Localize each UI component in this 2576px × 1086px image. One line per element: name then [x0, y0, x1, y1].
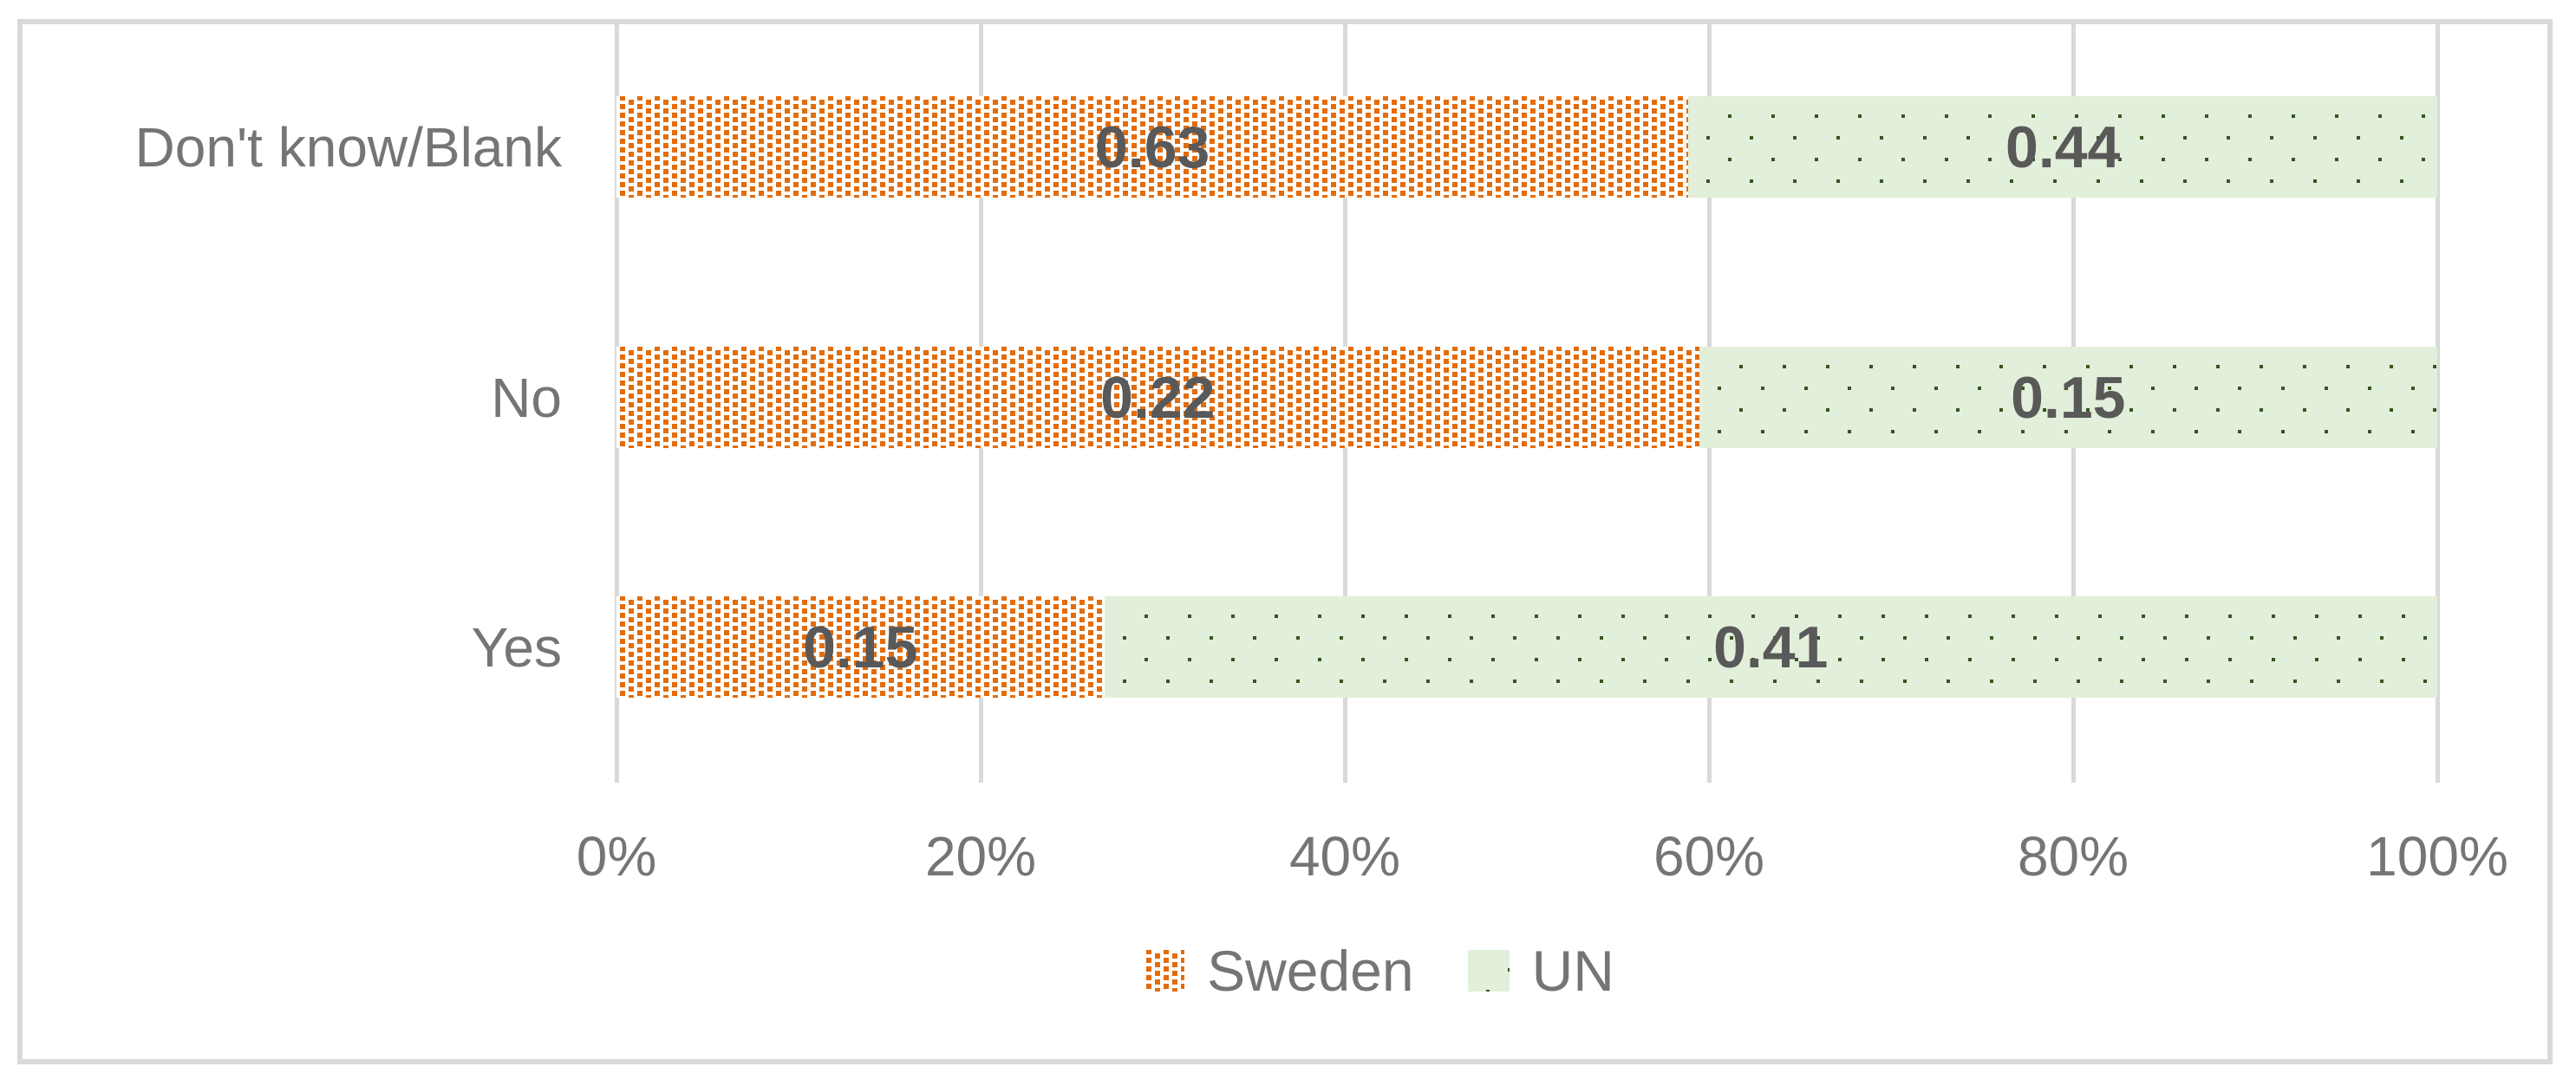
bar-segment-sweden: 0.63	[616, 96, 1689, 198]
data-label: 0.15	[803, 614, 918, 680]
x-tick-label: 20%	[924, 825, 1037, 888]
legend-swatch-un	[1467, 950, 1510, 992]
x-tick-label: 0%	[576, 825, 657, 888]
bar-row: 0.22 0.15	[616, 347, 2437, 448]
legend: Sweden UN	[116, 939, 2576, 1003]
x-tick-label: 80%	[2017, 825, 2129, 888]
bar-row: 0.63 0.44	[616, 96, 2437, 198]
chart-frame	[17, 19, 2553, 1064]
data-label: 0.15	[2011, 364, 2126, 431]
bar-segment-un: 0.44	[1688, 96, 2437, 198]
bar-segment-sweden: 0.15	[616, 596, 1105, 698]
data-label: 0.22	[1100, 364, 1216, 431]
bar-row: 0.15 0.41	[616, 596, 2437, 698]
legend-swatch-sweden	[1143, 950, 1185, 992]
data-label: 0.44	[2005, 114, 2121, 180]
category-label: Yes	[471, 615, 562, 679]
legend-label: Sweden	[1207, 939, 1414, 1003]
x-tick-label: 40%	[1288, 825, 1401, 888]
x-tick-label: 60%	[1653, 825, 1765, 888]
category-label: No	[491, 366, 562, 429]
legend-item-un: UN	[1467, 939, 1614, 1003]
bar-segment-un: 0.41	[1104, 596, 2437, 698]
bar-segment-un: 0.15	[1699, 347, 2437, 448]
x-tick-label: 100%	[2366, 825, 2508, 888]
category-label: Don't know/Blank	[134, 115, 562, 179]
legend-label: UN	[1531, 939, 1614, 1003]
data-label: 0.63	[1095, 114, 1210, 180]
gridline-100%	[2436, 24, 2440, 783]
legend-item-sweden: Sweden	[1143, 939, 1414, 1003]
data-label: 0.41	[1713, 614, 1829, 680]
bar-segment-sweden: 0.22	[616, 347, 1699, 448]
